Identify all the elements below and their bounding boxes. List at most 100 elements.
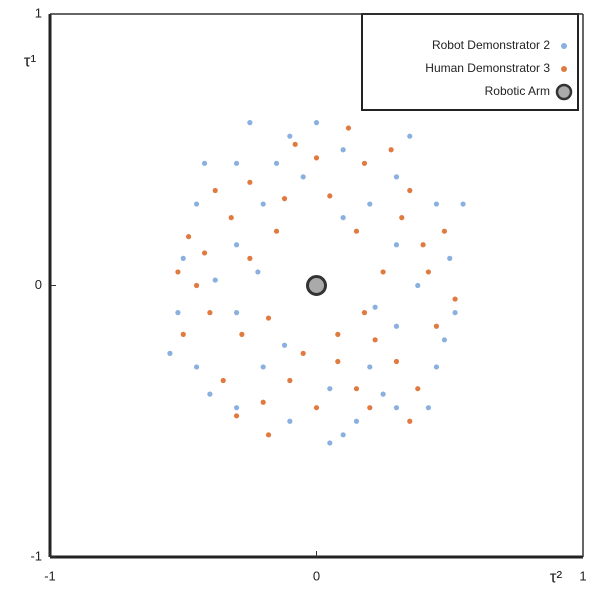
point <box>265 315 272 321</box>
point <box>247 255 253 261</box>
legend-box <box>361 13 579 111</box>
point <box>260 399 266 405</box>
point <box>345 125 352 131</box>
point <box>239 331 245 337</box>
point <box>260 364 266 370</box>
point <box>233 160 240 166</box>
point <box>340 147 346 153</box>
point <box>287 133 293 139</box>
point <box>193 282 200 289</box>
point <box>233 310 240 316</box>
point <box>407 187 413 194</box>
point <box>353 418 360 424</box>
point <box>265 432 272 438</box>
point <box>415 386 421 392</box>
point <box>393 323 400 329</box>
point <box>441 228 448 234</box>
x-tick-label: 0 <box>313 568 320 583</box>
point <box>367 364 373 370</box>
point <box>167 350 173 356</box>
point <box>233 413 240 419</box>
point <box>273 228 280 234</box>
legend-label: Robot Demonstrator 2 <box>432 38 550 52</box>
legend-marker <box>561 66 567 72</box>
point <box>300 350 306 356</box>
point <box>452 310 458 316</box>
point <box>415 282 421 289</box>
point <box>420 242 426 248</box>
point <box>212 187 218 194</box>
point <box>335 331 341 337</box>
point <box>393 242 400 248</box>
point <box>207 391 213 397</box>
point <box>460 201 466 207</box>
point <box>327 386 333 392</box>
point <box>193 201 200 207</box>
point <box>287 377 293 384</box>
point <box>372 304 378 310</box>
point <box>180 331 186 337</box>
point <box>273 160 280 166</box>
point <box>180 255 186 261</box>
point <box>380 269 386 275</box>
point <box>247 179 253 185</box>
point <box>207 310 213 316</box>
point <box>313 120 320 126</box>
point <box>335 358 341 365</box>
y-axis-label: τ¹ <box>24 51 37 70</box>
point <box>367 201 373 207</box>
point <box>233 405 240 411</box>
point <box>185 234 192 240</box>
point <box>175 269 181 275</box>
point <box>220 377 226 384</box>
x-tick-label: -1 <box>44 568 56 583</box>
point <box>433 364 440 370</box>
y-tick-label: 1 <box>35 5 42 20</box>
point <box>399 215 405 221</box>
point <box>433 323 440 329</box>
point <box>393 358 400 365</box>
point <box>407 133 413 139</box>
point <box>287 418 293 424</box>
point <box>353 228 360 234</box>
point <box>407 418 413 424</box>
legend-label: Robotic Arm <box>485 84 550 98</box>
point <box>433 201 440 207</box>
point <box>388 147 394 153</box>
point <box>380 391 386 397</box>
point <box>425 405 432 411</box>
point <box>281 342 288 348</box>
y-tick-label: 0 <box>35 277 42 292</box>
point <box>340 432 346 438</box>
point <box>292 141 298 147</box>
legend-marker <box>561 43 567 49</box>
point <box>452 296 458 302</box>
legend-marker <box>555 83 573 101</box>
point <box>260 201 266 207</box>
legend-label: Human Demonstrator 3 <box>425 61 550 75</box>
point <box>367 405 373 411</box>
point <box>281 196 288 202</box>
point <box>425 269 432 275</box>
point <box>300 174 306 180</box>
point <box>313 155 320 161</box>
point <box>201 250 208 256</box>
point <box>228 215 234 221</box>
point <box>441 337 448 343</box>
point <box>447 255 453 261</box>
robotic-arm <box>306 275 327 296</box>
point <box>372 337 378 343</box>
x-axis-label: τ² <box>550 567 563 586</box>
point <box>193 364 200 370</box>
point <box>233 242 240 248</box>
point <box>353 386 360 392</box>
point <box>212 277 218 283</box>
point <box>247 120 253 126</box>
point <box>393 405 400 411</box>
point <box>361 310 368 316</box>
point <box>361 160 368 166</box>
point <box>327 440 333 446</box>
point <box>313 405 320 411</box>
point <box>201 160 208 166</box>
